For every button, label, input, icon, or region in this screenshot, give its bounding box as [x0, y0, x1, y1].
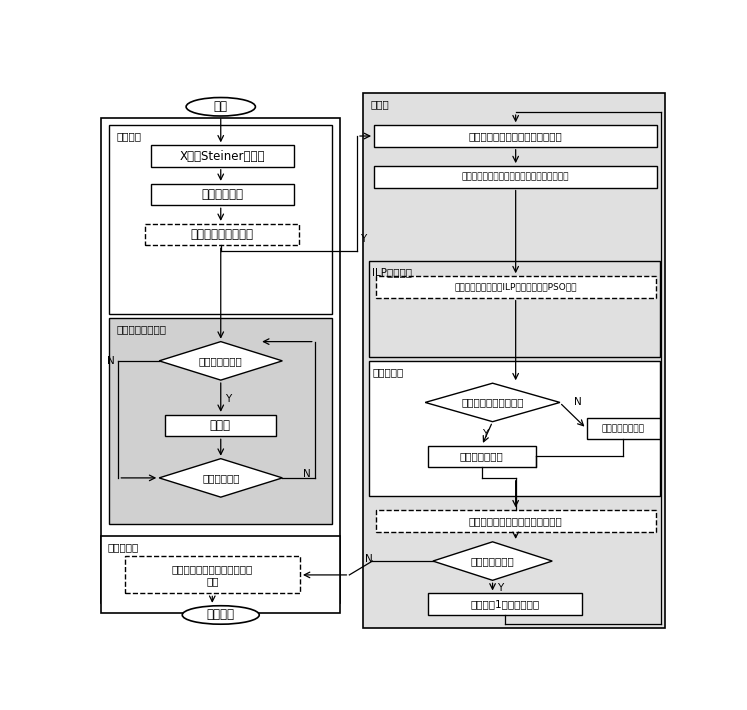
Text: 将完全位于当前区域的两端线网加入布线集合: 将完全位于当前区域的两端线网加入布线集合	[462, 173, 569, 181]
Polygon shape	[433, 542, 552, 580]
Bar	[369, 361, 660, 496]
Text: Y: Y	[498, 583, 503, 593]
Text: Y: Y	[360, 234, 366, 244]
Ellipse shape	[182, 606, 259, 624]
Text: 基于新布线边代价的迷宫算法布线: 基于新布线边代价的迷宫算法布线	[469, 516, 562, 526]
Bar	[376, 276, 656, 297]
Text: 初始阶段: 初始阶段	[117, 131, 142, 141]
Bar	[109, 318, 332, 524]
Text: 基于新多层布线模型的层调度
策略: 基于新多层布线模型的层调度 策略	[172, 564, 253, 586]
Bar	[146, 224, 300, 246]
Bar	[152, 146, 294, 167]
Text: 寻找最拥挤区域作为当前布线区域: 寻找最拥挤区域作为当前布线区域	[469, 131, 562, 141]
Bar	[109, 125, 332, 314]
Polygon shape	[425, 383, 560, 422]
Text: 以阈值为1扩张布线区域: 以阈值为1扩张布线区域	[471, 599, 539, 609]
Text: 主阶段: 主阶段	[371, 99, 390, 109]
Bar	[102, 535, 340, 613]
Text: N: N	[365, 554, 373, 564]
Text: 新增走线方式，建立ILP模型，并采用PSO求解: 新增走线方式，建立ILP模型，并采用PSO求解	[454, 283, 577, 291]
Text: X结构Steiner最小树: X结构Steiner最小树	[180, 150, 265, 163]
Text: ILP模型求解: ILP模型求解	[373, 267, 412, 277]
Bar	[374, 125, 657, 147]
Bar	[102, 118, 340, 603]
Text: N: N	[574, 398, 582, 408]
Text: 线网标记为连接: 线网标记为连接	[460, 452, 503, 462]
Text: N: N	[107, 356, 114, 366]
Text: 检测最优解: 检测最优解	[373, 367, 403, 377]
Polygon shape	[159, 342, 282, 380]
Text: 层调度阶段: 层调度阶段	[108, 542, 139, 552]
Bar	[376, 510, 656, 532]
Text: N: N	[303, 469, 311, 479]
Bar	[374, 166, 657, 187]
Text: 多端线网分解: 多端线网分解	[202, 188, 244, 201]
Bar	[363, 93, 665, 628]
Bar	[125, 557, 300, 594]
Bar	[164, 415, 276, 437]
Text: Y: Y	[482, 429, 488, 439]
Text: 预连接: 预连接	[210, 419, 231, 432]
Bar	[369, 261, 660, 357]
Text: 遍历所有线网: 遍历所有线网	[202, 473, 240, 483]
Bar	[152, 184, 294, 205]
Text: 最优解中的线网可连接: 最优解中的线网可连接	[462, 398, 524, 408]
Ellipse shape	[186, 97, 255, 116]
Bar	[428, 446, 536, 467]
Text: 线网标记为未连接: 线网标记为未连接	[601, 424, 645, 433]
Bar	[586, 418, 660, 439]
Text: 两端线网的预布线: 两端线网的预布线	[117, 324, 167, 334]
Text: 布线区域可扩张: 布线区域可扩张	[471, 556, 515, 566]
Text: 算法结束: 算法结束	[207, 608, 235, 621]
Polygon shape	[159, 459, 282, 497]
Bar	[428, 594, 582, 615]
Text: 开始: 开始	[214, 100, 228, 114]
Text: Y: Y	[225, 393, 231, 403]
Text: 满足可连接条件: 满足可连接条件	[199, 356, 243, 366]
Text: 布线容量缩至为一半: 布线容量缩至为一半	[190, 228, 254, 241]
